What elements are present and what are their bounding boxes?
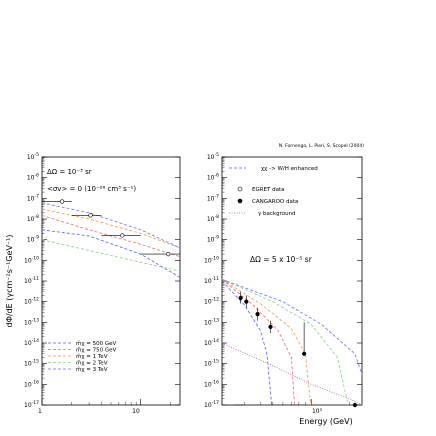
annotation-sigma-v: <σv> = 0 (10⁻²⁶ cm³ s⁻¹) (47, 185, 136, 193)
data-point (60, 199, 65, 204)
series-line-5 (221, 279, 363, 375)
y-tick-label: 10-13 (204, 317, 219, 326)
svg-text:10-11: 10-11 (204, 276, 219, 285)
data-point (352, 402, 358, 408)
series-line-4 (221, 279, 349, 406)
legend-label: m̃χ = 1 TeV (76, 354, 108, 360)
y-tick-label: 10-11 (24, 276, 39, 285)
y-tick-label: 10-9 (27, 235, 39, 244)
legend-label: γ background (258, 211, 296, 217)
annotation-solid-angle: ΔΩ = 10⁻³ sr (47, 168, 92, 176)
svg-text:10-6: 10-6 (27, 173, 39, 182)
credit-text: N. Fornengo, L. Pieri, S. Scopel (2004) (279, 143, 364, 149)
svg-text:10-11: 10-11 (24, 276, 39, 285)
series-line-1 (41, 229, 181, 278)
legend-label: CANGAROO data (252, 199, 298, 205)
svg-text:10-8: 10-8 (27, 214, 39, 223)
y-tick-label: 10-17 (24, 400, 39, 409)
annotation-solid-angle: ΔΩ = 5 x 10⁻⁵ sr (250, 255, 313, 264)
y-tick-label: 10-10 (24, 255, 39, 264)
legend-marker-open (237, 186, 243, 192)
panel-2: 10-17 10-16 10-15 10-14 10-13 10-12 10-11 10-10… (204, 152, 363, 409)
y-tick-label: 10-12 (204, 297, 219, 306)
series-line-5 (41, 202, 181, 249)
y-tick-label: 10-17 (204, 400, 219, 409)
legend-label: m̃χ = 2 TeV (76, 361, 108, 367)
y-tick-label: 10-13 (24, 317, 39, 326)
svg-text:10-12: 10-12 (204, 297, 219, 306)
series-line-6 (221, 342, 363, 406)
svg-text:10-14: 10-14 (24, 338, 39, 347)
data-point (244, 299, 249, 304)
y-tick-label: 10-7 (27, 193, 39, 202)
data-point (166, 252, 171, 257)
legend-label: m̃χ = 500 GeV (76, 341, 117, 347)
data-point (238, 295, 243, 301)
series-line-4 (41, 239, 181, 272)
svg-text:10-12: 10-12 (24, 297, 39, 306)
svg-text:10-10: 10-10 (204, 255, 219, 264)
y-axis-label: dΦ/dE (γcm⁻²s⁻¹GeV⁻¹) (5, 235, 14, 328)
y-tick-label: 10-12 (24, 297, 39, 306)
y-tick-label: 10-11 (204, 276, 219, 285)
x-axis-label: Energy (GeV) (299, 417, 352, 426)
svg-text:10-5: 10-5 (27, 152, 39, 161)
y-tick-label: 10-6 (27, 173, 39, 182)
series-line-3 (41, 208, 181, 249)
y-tick-label: 10-5 (27, 152, 39, 161)
series-line-1 (221, 280, 273, 406)
svg-text:10-5: 10-5 (207, 152, 219, 161)
legend-label: EGRET data (252, 187, 285, 193)
svg-text:10-15: 10-15 (24, 359, 39, 368)
svg-text:10-9: 10-9 (27, 235, 39, 244)
legend-label: m̃χ = 3 TeV (76, 367, 108, 373)
svg-text:10-16: 10-16 (204, 379, 219, 388)
legend-label: χχ -> W/H enhanced (261, 166, 318, 172)
data-point (268, 324, 273, 330)
legend-label: m̃χ = 750 GeV (76, 348, 117, 354)
y-tick-label: 10-9 (207, 235, 219, 244)
panel-1: 10-17 10-16 10-15 10-14 10-13 10-12 10-11 10-10… (24, 152, 181, 409)
svg-text:10-17: 10-17 (204, 400, 219, 409)
svg-text:10-8: 10-8 (207, 214, 219, 223)
y-tick-label: 10-14 (204, 338, 219, 347)
svg-text:10-7: 10-7 (27, 193, 39, 202)
data-point (302, 351, 307, 356)
svg-text:10-15: 10-15 (204, 359, 219, 368)
svg-text:10-14: 10-14 (204, 338, 219, 347)
svg-text:10-7: 10-7 (207, 193, 219, 202)
data-point (120, 233, 125, 238)
y-tick-label: 10-8 (207, 214, 219, 223)
svg-text:10-13: 10-13 (24, 317, 39, 326)
svg-text:10-6: 10-6 (207, 173, 219, 182)
plot-frame (41, 156, 181, 406)
y-tick-label: 10-10 (204, 255, 219, 264)
svg-text:10-10: 10-10 (24, 255, 39, 264)
svg-text:10-17: 10-17 (24, 400, 39, 409)
y-tick-label: 10-15 (24, 359, 39, 368)
svg-text:10-13: 10-13 (204, 317, 219, 326)
y-tick-label: 10-6 (207, 173, 219, 182)
series-line-2 (221, 279, 295, 406)
x-tick-label: 10 (132, 408, 140, 415)
data-point (255, 312, 260, 317)
series-line-3 (221, 279, 312, 406)
y-tick-label: 10-16 (24, 379, 39, 388)
series-line-2 (41, 215, 181, 258)
x-tick-label: 10³ (312, 408, 323, 415)
x-tick-label: 1 (38, 408, 42, 415)
data-point (88, 213, 93, 218)
y-tick-label: 10-14 (24, 338, 39, 347)
y-tick-label: 10-16 (204, 379, 219, 388)
y-tick-label: 10-7 (207, 193, 219, 202)
y-tick-label: 10-8 (27, 214, 39, 223)
svg-text:10-16: 10-16 (24, 379, 39, 388)
svg-text:10-9: 10-9 (207, 235, 219, 244)
y-tick-label: 10-5 (207, 152, 219, 161)
y-tick-label: 10-15 (204, 359, 219, 368)
legend-marker-filled (237, 198, 243, 204)
